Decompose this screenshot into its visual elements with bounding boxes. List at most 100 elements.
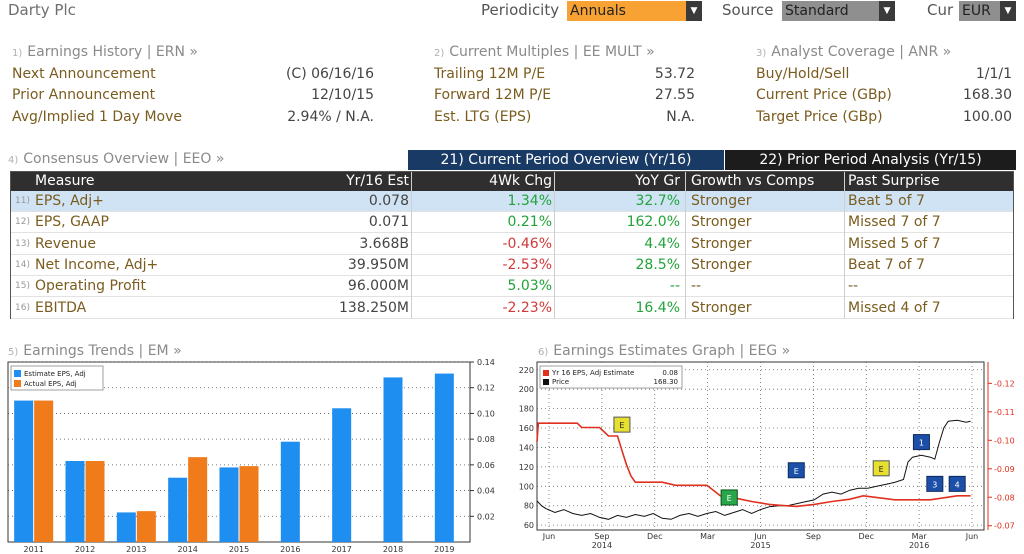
- estimate-cell: 138.250M: [339, 299, 409, 316]
- est-ltg-label: Est. LTG (EPS): [434, 109, 532, 125]
- buy-hold-sell-value: 1/1/1: [975, 66, 1012, 82]
- x-tick-label: Sep: [594, 532, 609, 541]
- row-number: 11): [15, 196, 30, 206]
- x-tick-label: Dec: [859, 532, 874, 541]
- actual-bar: [34, 400, 54, 542]
- x-tick-label: Sep: [806, 532, 821, 541]
- y-tick-label: 0.10: [477, 409, 495, 418]
- consensus-overview-header[interactable]: 4) Consensus Overview | EEO »: [8, 151, 225, 167]
- source-label: Source: [722, 1, 774, 19]
- chevron-down-icon[interactable]: ▼: [879, 1, 895, 21]
- legend-swatch-price: [543, 379, 549, 385]
- analyst-marker: [787, 462, 805, 479]
- earnings-history-header[interactable]: 1) Earnings History | ERN »: [12, 44, 198, 60]
- target-price-value: 100.00: [963, 109, 1012, 125]
- col-est[interactable]: Yr/16 Est: [346, 173, 409, 189]
- earnings-marker: [613, 416, 631, 433]
- next-announcement-label: Next Announcement: [12, 66, 156, 82]
- tab-current-period[interactable]: 21) Current Period Overview (Yr/16): [408, 150, 724, 170]
- left-tick-label: 80: [524, 502, 534, 511]
- four-week-change-cell: 1.34%: [507, 193, 552, 209]
- currency-dropdown[interactable]: EUR ▼: [959, 1, 1016, 21]
- row-number: 13): [15, 238, 30, 249]
- measure-cell: EPS, GAAP: [35, 214, 109, 231]
- table-row[interactable]: 15) Operating Profit 96.000M 5.03% -- -- --: [11, 276, 1013, 298]
- chevron-down-icon[interactable]: ▼: [1000, 1, 1016, 21]
- x-tick-label: 2015: [229, 545, 249, 554]
- past-surprise-cell: Beat 7 of 7: [848, 256, 925, 273]
- periodicity-dropdown[interactable]: Annuals ▼: [567, 1, 702, 21]
- x-tick-label: 2011: [23, 545, 43, 554]
- yoy-growth-cell: 16.4%: [635, 299, 680, 316]
- measure-cell: Net Income, Adj+: [35, 256, 159, 273]
- past-surprise-cell: Beat 5 of 7: [848, 193, 925, 209]
- estimate-bar: [116, 512, 136, 542]
- growth-vs-comps-cell: --: [691, 278, 702, 295]
- measure-cell: Revenue: [35, 235, 96, 252]
- current-price-label: Current Price (GBp): [756, 87, 892, 103]
- estimate-cell: 0.071: [368, 214, 409, 231]
- growth-vs-comps-cell: Stronger: [691, 193, 752, 209]
- chevron-down-icon[interactable]: ▼: [686, 1, 702, 21]
- col-yoy[interactable]: YoY Gr: [635, 173, 680, 189]
- past-surprise-cell: Missed 4 of 7: [848, 299, 941, 316]
- top-toolbar: Darty Plc Periodicity Annuals ▼ Source S…: [0, 0, 1024, 22]
- column-divider: [554, 172, 555, 319]
- marker-label: E: [619, 421, 624, 430]
- x-tick-label: 2018: [383, 545, 403, 554]
- y-tick-label: 0.02: [477, 512, 495, 521]
- forward-pe-value: 27.55: [654, 87, 695, 103]
- trailing-pe-value: 53.72: [654, 66, 695, 82]
- earnings-graph-header[interactable]: 6) Earnings Estimates Graph | EEG »: [538, 343, 791, 359]
- x-year-label: 2016: [909, 541, 929, 550]
- actual-bar: [85, 461, 105, 542]
- estimate-cell: 3.668B: [359, 235, 409, 252]
- marker-label: 1: [919, 439, 924, 448]
- col-growth-vs-comps[interactable]: Growth vs Comps: [691, 173, 815, 189]
- growth-vs-comps-cell: Stronger: [691, 299, 752, 316]
- four-week-change-cell: -2.23%: [502, 299, 552, 316]
- x-tick-label: Dec: [647, 532, 662, 541]
- avg-move-label: Avg/Implied 1 Day Move: [12, 109, 183, 125]
- col-measure[interactable]: Measure: [35, 173, 95, 189]
- x-tick-label: 2012: [75, 545, 95, 554]
- legend: [10, 365, 104, 391]
- prior-announcement-value: 12/10/15: [311, 87, 374, 103]
- table-row[interactable]: 13) Revenue 3.668B -0.46% 4.4% Stronger Missed…: [11, 234, 1013, 255]
- current-price-value: 168.30: [963, 87, 1012, 103]
- tab-prior-period[interactable]: 22) Prior Period Analysis (Yr/15): [725, 150, 1016, 170]
- yoy-growth-cell: --: [669, 278, 680, 295]
- past-surprise-cell: Missed 5 of 7: [848, 235, 941, 252]
- table-row[interactable]: 11) EPS, Adj+ 0.078 1.34% 32.7% Stronger Beat …: [11, 191, 1013, 212]
- x-tick-label: Mar: [700, 532, 716, 541]
- table-row[interactable]: 16) EBITDA 138.250M -2.23% 16.4% Stronger Miss…: [11, 298, 1013, 319]
- legend-label: Estimate EPS, Adj: [24, 370, 86, 378]
- x-tick-label: Mar: [912, 532, 928, 541]
- col-past-surprise[interactable]: Past Surprise: [848, 173, 940, 189]
- x-tick-label: Jun: [542, 532, 556, 541]
- estimate-cell: 39.950M: [347, 256, 409, 273]
- table-row[interactable]: 14) Net Income, Adj+ 39.950M -2.53% 28.5% Str…: [11, 255, 1013, 276]
- x-year-label: 2015: [750, 541, 770, 550]
- growth-vs-comps-cell: Stronger: [691, 235, 752, 252]
- estimate-bar: [280, 441, 300, 542]
- table-header: Measure Yr/16 Est 4Wk Chg YoY Gr Growth …: [11, 172, 1013, 191]
- legend-swatch-estimate: [543, 370, 549, 376]
- marker-label: E: [879, 465, 884, 474]
- col-4wk-chg[interactable]: 4Wk Chg: [489, 173, 552, 189]
- four-week-change-cell: -2.53%: [502, 256, 552, 273]
- estimate-bar: [332, 408, 352, 542]
- source-dropdown[interactable]: Standard ▼: [782, 1, 895, 21]
- four-week-change-cell: -0.46%: [502, 235, 552, 252]
- analyst-coverage-header[interactable]: 3) Analyst Coverage | ANR »: [756, 44, 952, 60]
- y-tick-label: 0.08: [477, 435, 495, 444]
- y-tick-label: 0.06: [477, 461, 495, 470]
- table-row[interactable]: 12) EPS, GAAP 0.071 0.21% 162.0% Stronger Miss…: [11, 212, 1013, 234]
- current-multiples-header[interactable]: 2) Current Multiples | EE MULT »: [434, 44, 655, 60]
- x-tick-label: Jun: [965, 532, 979, 541]
- earnings-trends-header[interactable]: 5) Earnings Trends | EM »: [8, 343, 182, 359]
- row-number: 14): [15, 259, 30, 270]
- marker-label: E: [794, 467, 799, 476]
- measure-cell: EPS, Adj+: [35, 193, 104, 209]
- measure-cell: EBITDA: [35, 299, 87, 316]
